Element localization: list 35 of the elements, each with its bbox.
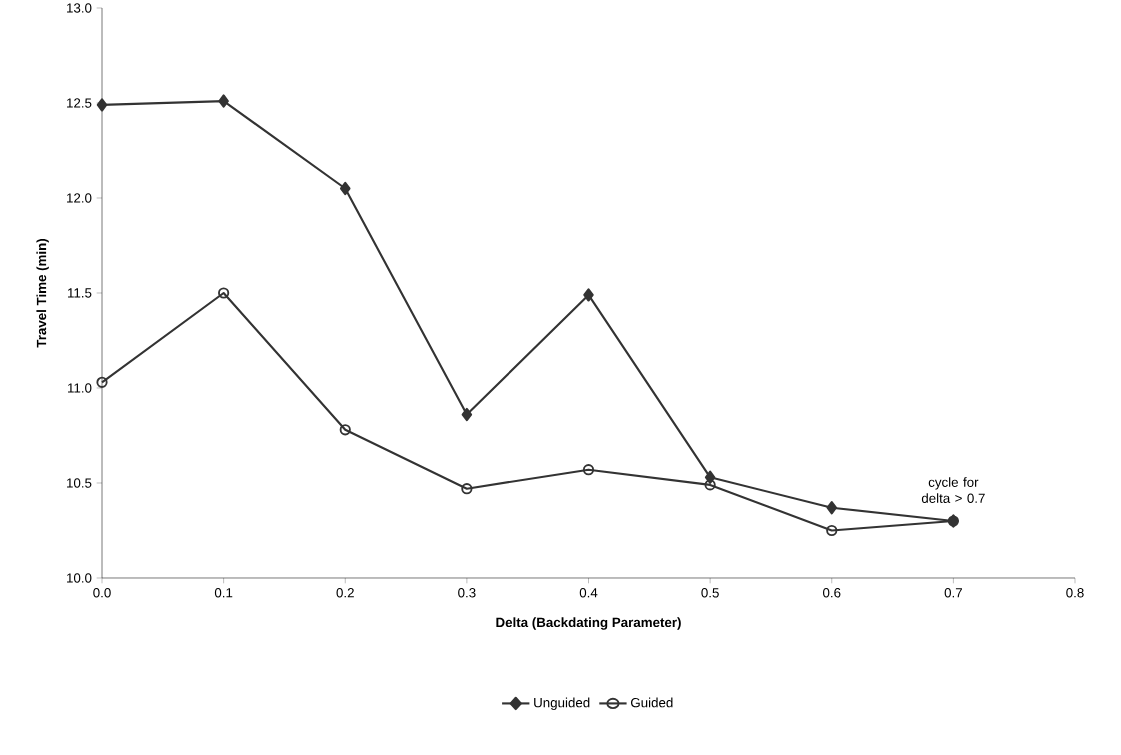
x-tick-label: 0.3 [458, 588, 476, 598]
point [461, 407, 473, 422]
point [461, 483, 473, 495]
y-tick-label: 12.5 [67, 98, 92, 108]
y-tick-label: 11.0 [68, 383, 92, 393]
x-tick-label: 0.6 [823, 588, 841, 598]
point [826, 501, 838, 515]
x-tick-label: 0.2 [336, 588, 354, 598]
point [704, 470, 716, 484]
x-tick-label: 0.0 [93, 588, 111, 598]
y-tick-label: 12.0 [67, 193, 92, 203]
point [704, 479, 716, 491]
x-axis-title: Delta (Backdating Parameter) [496, 617, 681, 630]
point [218, 287, 230, 299]
point [96, 376, 108, 388]
legend-label: Unguided [534, 697, 590, 711]
x-tick-label: 0.4 [579, 588, 598, 598]
point [582, 464, 595, 476]
point [218, 94, 229, 108]
point [339, 424, 351, 436]
x-tick-label: 0.7 [944, 588, 962, 598]
y-tick-label: 13.0 [67, 3, 92, 13]
x-tick-label: 0.1 [214, 588, 233, 598]
point [583, 288, 594, 302]
legend-label: Guided [631, 697, 673, 708]
y-tick-label: 10.5 [67, 478, 92, 488]
point [339, 181, 351, 196]
point [96, 98, 108, 112]
point [826, 524, 838, 537]
y-tick-label: 11.5 [68, 288, 92, 298]
x-tick-label: 0.8 [1066, 588, 1084, 598]
x-tick-label: 0.5 [701, 588, 719, 598]
y-tick-label: 10.0 [67, 573, 92, 583]
y-axis-title: Travel Time (min) [36, 238, 49, 348]
annotation: cycle for delta > 0.7 [921, 477, 985, 503]
